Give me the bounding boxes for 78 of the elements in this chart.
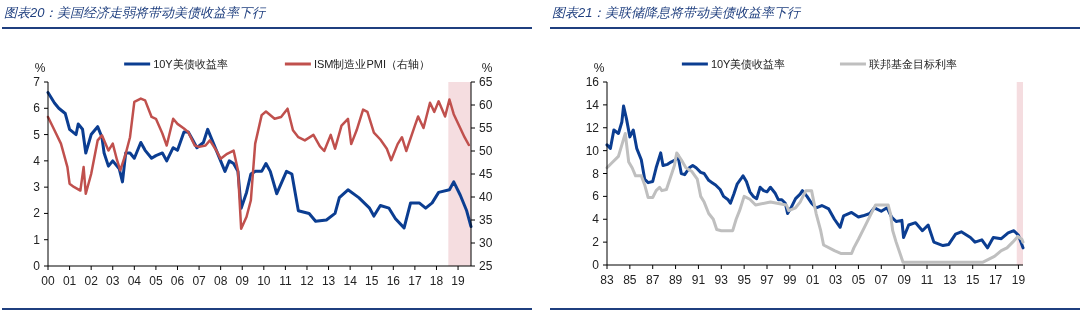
x-tick-label: 09 — [897, 273, 912, 287]
x-tick-label: 03 — [828, 273, 843, 287]
y-tick-label: 0 — [592, 258, 600, 272]
x-tick-label: 18 — [429, 274, 444, 288]
y-axis-title: % — [34, 61, 46, 75]
x-tick-label: 02 — [84, 274, 99, 288]
y-tick-label: 8 — [592, 166, 600, 181]
x-tick-label: 05 — [149, 274, 163, 288]
x-tick-label: 15 — [966, 273, 980, 287]
y-tick-label: 2 — [592, 235, 600, 250]
x-tick-label: 10 — [257, 274, 271, 288]
y-axis-title: % — [593, 61, 605, 75]
x-tick-label: 11 — [920, 273, 934, 287]
y-tick-label: 3 — [33, 180, 41, 195]
x-tick-label: 85 — [623, 273, 637, 287]
y-tick-label: 6 — [33, 101, 41, 116]
x-tick-label: 01 — [62, 274, 77, 288]
y-tick-label: 1 — [33, 232, 41, 247]
legend-item: 联邦基金目标利率 — [839, 58, 957, 70]
legend-item: ISM制造业PMI（右轴） — [284, 58, 430, 70]
y-tick-label: 16 — [585, 75, 600, 89]
x-tick-label: 17 — [988, 273, 1003, 287]
y2-tick-label: 55 — [479, 121, 493, 135]
legend-label: 联邦基金目标利率 — [868, 58, 957, 70]
y-tick-label: 5 — [33, 127, 41, 142]
y2-tick-label: 30 — [479, 236, 493, 250]
legend-label: 10Y美债收益率 — [710, 58, 786, 70]
x-tick-label: 03 — [106, 274, 120, 288]
x-tick-label: 13 — [321, 274, 336, 288]
x-tick-label: 19 — [1011, 273, 1026, 287]
y-tick-label: 6 — [592, 189, 600, 204]
x-tick-label: 15 — [365, 274, 379, 288]
x-tick-label: 09 — [235, 274, 250, 288]
x-tick-label: 00 — [41, 274, 55, 288]
legend-label: ISM制造业PMI（右轴） — [313, 58, 431, 70]
legend-label: 10Y美债收益率 — [153, 58, 228, 70]
x-tick-label: 06 — [170, 274, 185, 288]
x-tick-label: 87 — [646, 273, 660, 287]
x-tick-label: 05 — [851, 273, 866, 287]
x-tick-label: 91 — [691, 273, 706, 287]
x-tick-label: 01 — [806, 273, 820, 287]
y2-tick-label: 25 — [479, 259, 493, 273]
x-tick-label: 13 — [943, 273, 957, 287]
x-tick-label: 93 — [714, 273, 729, 287]
y2-tick-label: 50 — [479, 144, 493, 158]
y2-tick-label: 60 — [479, 98, 493, 112]
y2-tick-label: 40 — [479, 190, 493, 204]
y-tick-label: 7 — [33, 75, 41, 89]
y-tick-label: 0 — [33, 259, 41, 273]
y2-tick-label: 35 — [479, 213, 493, 227]
x-tick-label: 97 — [760, 273, 774, 287]
y2-tick-label: 45 — [479, 167, 493, 181]
y-tick-label: 2 — [33, 206, 41, 221]
x-tick-label: 14 — [343, 274, 358, 288]
legend-item: 10Y美债收益率 — [124, 58, 228, 70]
x-tick-label: 89 — [668, 273, 683, 287]
x-tick-label: 95 — [737, 273, 752, 287]
y2-axis-title: % — [481, 61, 493, 75]
x-tick-label: 04 — [127, 274, 142, 288]
y-tick-label: 4 — [33, 153, 41, 168]
x-tick-label: 17 — [408, 274, 422, 288]
x-tick-label: 99 — [783, 273, 797, 287]
y2-tick-label: 65 — [479, 75, 493, 89]
x-tick-label: 08 — [213, 274, 228, 288]
chart-title: 图表21：美联储降息将带动美债收益率下行 — [552, 5, 803, 20]
y-tick-label: 14 — [585, 97, 600, 112]
y-tick-label: 10 — [585, 143, 600, 158]
y-tick-label: 12 — [585, 120, 600, 135]
x-tick-label: 16 — [386, 274, 401, 288]
y-tick-label: 4 — [592, 212, 600, 227]
x-tick-label: 07 — [192, 274, 207, 288]
x-tick-label: 12 — [300, 274, 314, 288]
x-tick-label: 11 — [279, 274, 292, 288]
x-tick-label: 07 — [874, 273, 889, 287]
chart-title: 图表20：美国经济走弱将带动美债收益率下行 — [4, 5, 268, 20]
x-tick-label: 83 — [600, 273, 614, 287]
legend-item: 10Y美债收益率 — [681, 58, 786, 70]
x-tick-label: 19 — [451, 274, 466, 288]
